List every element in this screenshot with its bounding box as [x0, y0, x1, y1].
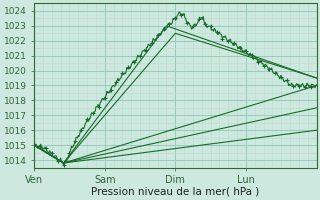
- X-axis label: Pression niveau de la mer( hPa ): Pression niveau de la mer( hPa ): [91, 187, 260, 197]
